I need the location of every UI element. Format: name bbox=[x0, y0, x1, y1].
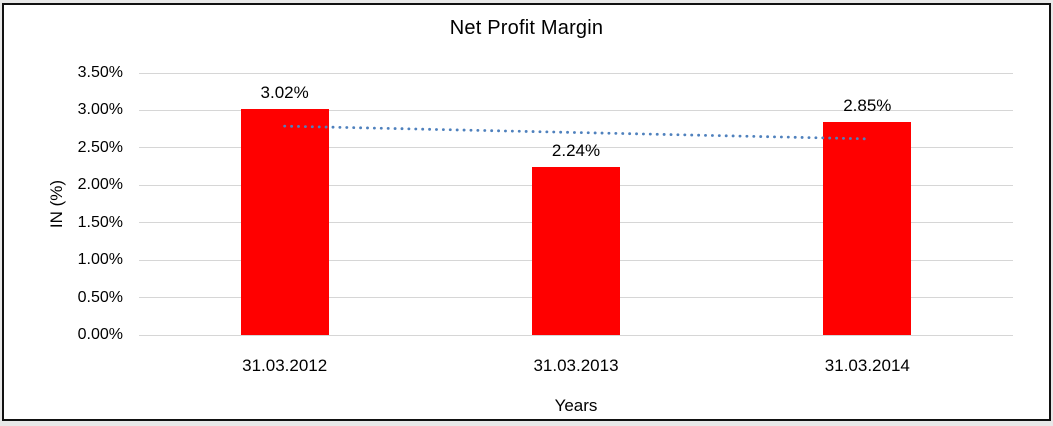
y-tick-label: 3.00% bbox=[77, 101, 123, 119]
chart-frame: Net Profit Margin IN (%) 0.00% 0.50% 1.00%… bbox=[2, 3, 1051, 421]
bar-value-label: 2.85% bbox=[843, 95, 892, 115]
y-tick-label: 1.00% bbox=[77, 251, 123, 269]
x-category-label: 31.03.2014 bbox=[824, 356, 910, 375]
x-category-label: 31.03.2012 bbox=[242, 356, 328, 375]
y-tick-label: 2.00% bbox=[77, 176, 123, 194]
chart-title: Net Profit Margin bbox=[449, 17, 604, 39]
trendline-svg bbox=[283, 124, 869, 141]
x-category-label: 31.03.2013 bbox=[533, 356, 619, 375]
bar bbox=[240, 108, 329, 335]
plot-area: 3.02% 2.24% 2.85% bbox=[139, 72, 1013, 336]
gridline bbox=[139, 334, 1013, 336]
x-axis-title: Years bbox=[554, 396, 598, 415]
bar-value-label: 3.02% bbox=[260, 82, 309, 102]
bar bbox=[532, 167, 620, 335]
bar-value-label: 2.24% bbox=[551, 141, 601, 161]
bar bbox=[823, 121, 912, 335]
y-tick-label: 2.50% bbox=[77, 138, 123, 156]
y-tick-label: 0.00% bbox=[77, 326, 123, 343]
gridline bbox=[139, 72, 1013, 74]
trendline bbox=[283, 124, 869, 141]
y-tick-label: 1.50% bbox=[77, 213, 123, 231]
y-tick-label: 0.50% bbox=[77, 288, 123, 306]
y-tick-label: 3.50% bbox=[77, 64, 123, 81]
gridline bbox=[139, 147, 1013, 149]
gridline bbox=[139, 109, 1013, 111]
